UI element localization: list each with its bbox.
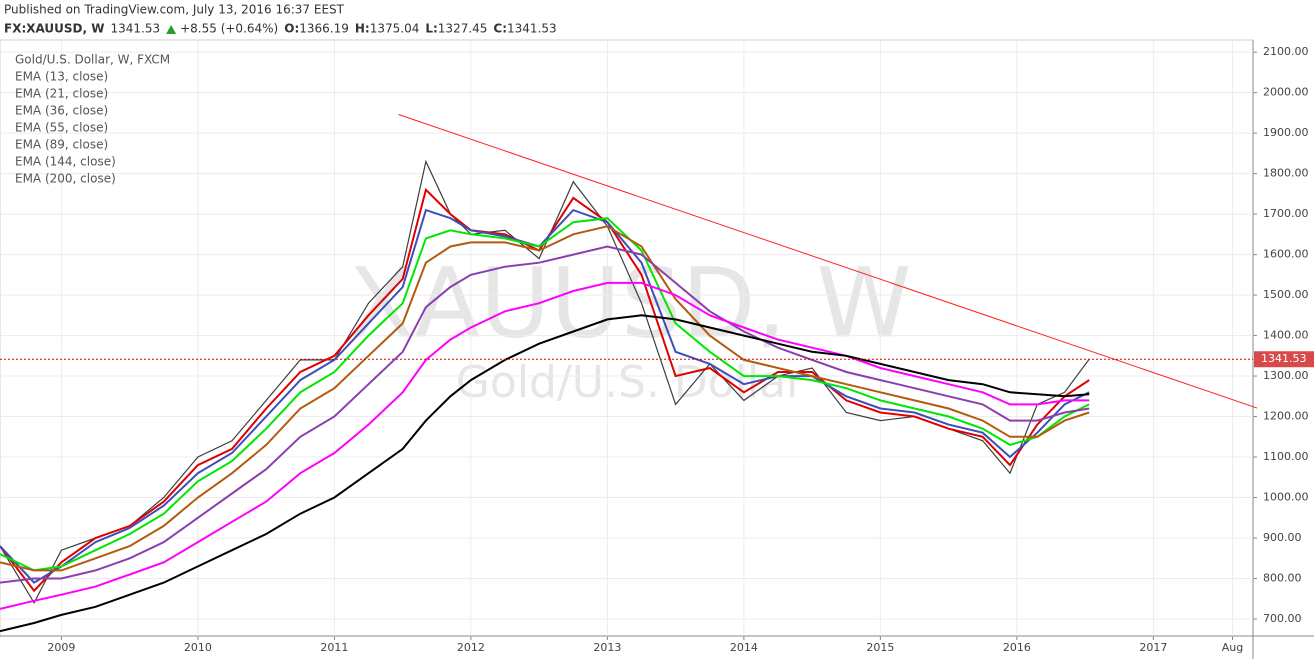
published: Published on TradingView.com, July 13, 2… [4,3,345,17]
header: FX:XAUUSD, W 1341.53 +8.55 (+0.64%) O: 1366.… [4,22,557,36]
up-arrow [166,25,177,34]
y-tick-label: 1400.00 [1263,329,1309,342]
y-tick-label: 2100.00 [1263,45,1309,58]
y-tick-label: 1700.00 [1263,207,1309,220]
x-tick-label: 2009 [47,641,75,654]
y-tick-label: 1200.00 [1263,410,1309,423]
y-tick-label: 1600.00 [1263,248,1309,261]
x-tick-label: 2014 [730,641,758,654]
ohlc-value: 1327.45 [438,22,488,36]
legend-entry: EMA (144, close) [15,155,116,169]
last-price-box [1254,351,1314,368]
legend: Gold/U.S. Dollar, W, FXCM EMA (13, close)… [15,53,170,186]
legend-entry: Gold/U.S. Dollar, W, FXCM [15,53,170,67]
ohlc-label: H: [355,22,370,36]
ohlc-value: 1375.04 [370,22,420,36]
y-tick-label: 1800.00 [1263,167,1309,180]
ema-line [0,314,1090,633]
y-tick-label: 1900.00 [1263,126,1309,139]
last-price-label: 1341.53 [1261,352,1307,365]
x-tick-label: 2015 [866,641,894,654]
legend-entry: EMA (55, close) [15,121,108,135]
x-tick-label: 2017 [1139,641,1167,654]
y-tick-label: 800.00 [1263,572,1302,585]
symbol: FX:XAUUSD, W [4,22,104,36]
ohlc-value: 1341.53 [507,22,557,36]
ohlc-value: 1366.19 [299,22,349,36]
ohlc-label: O: [284,22,299,36]
y-tick-label: 1100.00 [1263,450,1309,463]
ema-line [0,217,1090,572]
x-tick-label: 2013 [593,641,621,654]
legend-entry: EMA (13, close) [15,70,108,84]
y-tick-label: 1000.00 [1263,491,1309,504]
legend-entry: EMA (200, close) [15,172,116,186]
watermark-text: XAUUSD, W [349,247,912,359]
y-tick-label: 1500.00 [1263,288,1309,301]
y-tick-label: 700.00 [1263,612,1302,625]
ema-line [0,281,1090,610]
plot [0,40,1258,636]
y-tick-label: 2000.00 [1263,86,1309,99]
x-tick-label: 2010 [184,641,212,654]
y-tick-label: 1300.00 [1263,369,1309,382]
y-tick-label: 900.00 [1263,531,1302,544]
x-tick-label: Aug [1222,641,1243,654]
x-tick-label: 2012 [457,641,485,654]
ema-line [0,245,1090,584]
legend-entry: EMA (21, close) [15,87,108,101]
legend-entry: EMA (89, close) [15,138,108,152]
ohlc-label: C: [493,22,507,36]
ema-line [0,225,1090,572]
x-tick-label: 2016 [1003,641,1031,654]
change: +8.55 (+0.64%) [180,22,278,36]
legend-entry: EMA (36, close) [15,104,108,118]
x-tick-label: 2011 [320,641,348,654]
ohlc-label: L: [425,22,437,36]
last-price: 1341.53 [110,22,160,36]
trendline [398,114,1258,409]
